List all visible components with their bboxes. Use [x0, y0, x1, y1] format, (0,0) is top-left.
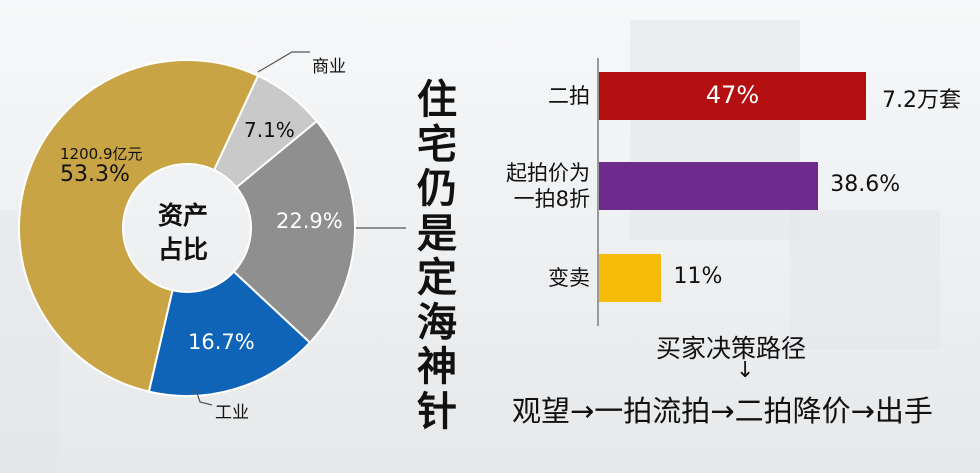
bar-1 — [599, 162, 819, 210]
donut-slice-2 — [147, 270, 312, 397]
background-building — [790, 210, 940, 350]
category-label: 起拍价为 — [506, 161, 590, 185]
donut-slice-3 — [18, 59, 260, 393]
slice-label-gold-amount: 1200.9亿元 — [60, 145, 143, 163]
decision-path: 观望→一拍流拍→二拍降价→出手 — [512, 394, 933, 428]
down-arrow-icon: ↓ — [736, 358, 755, 383]
slice-label-gold-value: 53.3% — [60, 162, 130, 187]
bar-extra-label-0: 7.2万套 — [881, 88, 961, 113]
side-title: 住宅仍是定海神针 — [417, 76, 457, 435]
slice-label-gray-value: 22.9% — [276, 209, 343, 233]
leader-line-commercial — [257, 51, 310, 73]
slice-label-industrial-value: 16.7% — [188, 330, 255, 354]
slice-name-industrial: 工业 — [215, 403, 249, 423]
bar-axis — [597, 58, 599, 326]
category-label: 变卖 — [548, 266, 590, 290]
slice-label-commercial-value: 7.1% — [244, 118, 295, 142]
slice-name-commercial: 商业 — [312, 57, 346, 77]
donut-chart — [18, 51, 406, 406]
bar-value-label-2: 11% — [673, 264, 723, 289]
category-label-1: 起拍价为 一拍8折 — [506, 160, 590, 212]
category-label: 一拍8折 — [513, 187, 590, 211]
category-label-2: 变卖 — [548, 265, 590, 291]
bar-value-label-1: 38.6% — [830, 172, 901, 197]
bar-value-label-0: 47% — [705, 81, 760, 109]
donut-slice-1 — [232, 119, 356, 344]
category-label-0: 二拍 — [548, 83, 590, 109]
donut-center-label-1: 资产 — [158, 201, 209, 230]
leader-line-industrial — [195, 389, 213, 406]
decision-title: 买家决策路径 — [656, 334, 807, 363]
category-label: 二拍 — [548, 84, 590, 108]
bar-2 — [599, 254, 662, 302]
bar-0 — [599, 72, 866, 120]
donut-center-label-2: 占比 — [158, 235, 209, 264]
